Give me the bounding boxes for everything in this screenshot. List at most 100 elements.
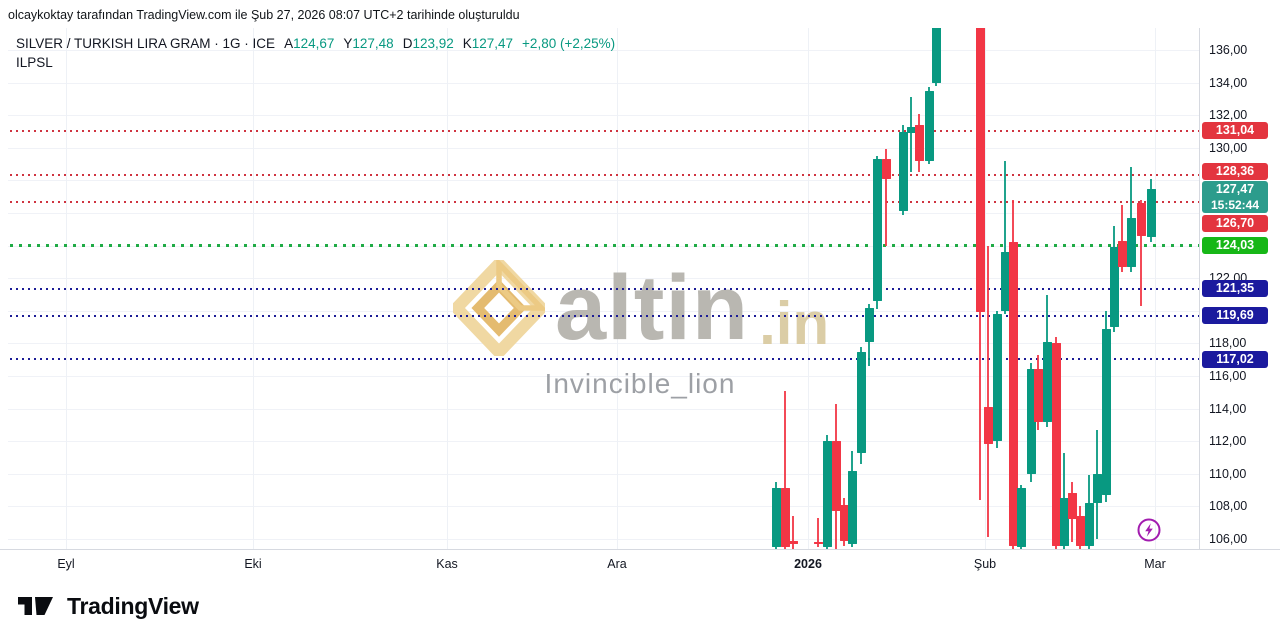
candle-body: [856, 351, 866, 453]
candle-wick: [817, 517, 819, 548]
candle-body: [1000, 252, 1010, 311]
time-label: Ara: [607, 557, 627, 571]
time-label: Kas: [436, 557, 458, 571]
h-gridline: [8, 82, 1199, 84]
price-tick: 106,00: [1209, 532, 1248, 546]
price-tick: 116,00: [1209, 369, 1247, 383]
h-gridline: [8, 473, 1199, 475]
ohlc-item: Y127,48: [343, 36, 394, 51]
h-gridline: [8, 343, 1199, 345]
h-gridline: [8, 147, 1199, 149]
h-gridline: [8, 115, 1199, 117]
h-gridline: [8, 408, 1199, 410]
price-badge-value: 127,47: [1215, 182, 1255, 196]
candle-body: [1117, 240, 1127, 267]
price-badge-value: 131,04: [1215, 123, 1255, 138]
time-label: Şub: [973, 557, 997, 571]
candle-wick: [1121, 204, 1123, 272]
time-label: Eki: [244, 557, 262, 571]
price-level-line: [10, 243, 1199, 247]
price-tick: 132,00: [1209, 108, 1248, 123]
tradingview-logo-text[interactable]: TradingView: [67, 592, 199, 619]
chart-plot-area[interactable]: altin .in Invincible_lion SILVER / TURKI…: [8, 28, 1199, 549]
price-tick: 108,00: [1209, 499, 1248, 514]
time-axis[interactable]: Eyl Eki Kas Ara 2026 Şub Mar: [0, 549, 1280, 579]
price-tick: 136,00: [1209, 43, 1248, 57]
legend: SILVER / TURKISH LIRA GRAM · 1G · ICE A1…: [16, 36, 615, 70]
candle-body: [1051, 343, 1061, 546]
symbol-title[interactable]: SILVER / TURKISH LIRA GRAM · 1G · ICE: [16, 36, 276, 51]
price-tick: 134,00: [1209, 75, 1248, 90]
candle-wick: [1140, 199, 1142, 306]
candle-body: [1016, 488, 1026, 548]
tradingview-logo-icon[interactable]: [18, 592, 58, 620]
candles-layer: [8, 28, 1199, 549]
candle-body: [780, 488, 790, 548]
candle-body: [813, 542, 823, 544]
candle-body: [906, 126, 916, 134]
candle-body: [872, 159, 882, 301]
h-gridline: [8, 539, 1199, 540]
candle-body: [1033, 369, 1043, 422]
price-level-line: [10, 200, 1199, 203]
h-gridline: [8, 213, 1199, 214]
candle-wick: [987, 245, 989, 538]
h-gridline: [8, 376, 1199, 377]
price-level-line: [10, 287, 1199, 290]
candle-wick: [784, 390, 786, 549]
price-level-badge: 131,04: [1202, 122, 1268, 140]
price-badge-value: 126,70: [1215, 215, 1255, 230]
price-level-badge: 128,36: [1202, 162, 1268, 180]
h-gridline: [8, 278, 1199, 280]
candle-body: [881, 159, 891, 179]
time-label: 2026: [794, 557, 822, 571]
price-level-line: [10, 173, 1199, 176]
candle-body: [1084, 503, 1094, 546]
price-change: +2,80 (+2,25%): [522, 36, 616, 51]
price-tick: 130,00: [1209, 140, 1248, 155]
lightning-icon[interactable]: [1136, 517, 1162, 543]
price-level-line: [10, 314, 1199, 317]
candle-body: [1101, 328, 1111, 495]
candle-body: [1042, 341, 1052, 422]
ohlc-item: D123,92: [402, 36, 454, 51]
ohlc-item: K127,47: [462, 36, 514, 51]
price-badge-value: 121,35: [1215, 281, 1255, 296]
candle-body: [1126, 217, 1136, 267]
secondary-symbol: ILPSL: [16, 55, 53, 70]
h-gridline: [8, 506, 1199, 508]
price-level-badge: 124,03: [1202, 236, 1268, 254]
price-badge-value: 128,36: [1215, 163, 1255, 178]
candle-body: [1146, 189, 1156, 238]
ohlc-values: A124,67 Y127,48 D123,92 K127,47: [284, 36, 513, 51]
candle-body: [992, 314, 1002, 442]
watermark-brand: altin: [555, 257, 750, 359]
watermark-tld: .in: [759, 290, 830, 357]
candle-body: [931, 28, 941, 83]
price-level-badge: 117,02: [1202, 350, 1268, 368]
h-gridline: [8, 180, 1199, 182]
candle-body: [983, 406, 993, 445]
candle-body: [914, 124, 924, 161]
candle-body: [847, 470, 857, 544]
watermark-username: Invincible_lion: [544, 368, 736, 399]
candle-body: [771, 488, 781, 548]
candle-wick: [910, 97, 912, 173]
candle-wick: [1004, 160, 1006, 315]
price-badge-timer: 15:52:44: [1210, 198, 1260, 212]
candle-body: [864, 307, 874, 342]
time-label: Eyl: [57, 557, 75, 571]
last-price-badge: 127,47 15:52:44: [1202, 181, 1268, 213]
price-badge-value: 119,69: [1216, 308, 1254, 323]
candle-body: [1136, 203, 1146, 236]
h-gridline: [8, 441, 1199, 443]
altin-logo-icon: [453, 260, 545, 356]
candle-body: [822, 441, 832, 548]
price-axis[interactable]: 136,00 134,00 132,00 130,00 122,00 118,00 116,…: [1199, 28, 1280, 549]
candle-body: [1067, 493, 1077, 520]
candle-body: [898, 131, 908, 212]
candle-wick: [792, 516, 794, 549]
price-tick: 118,00: [1209, 336, 1247, 351]
candle-body: [1008, 242, 1018, 546]
